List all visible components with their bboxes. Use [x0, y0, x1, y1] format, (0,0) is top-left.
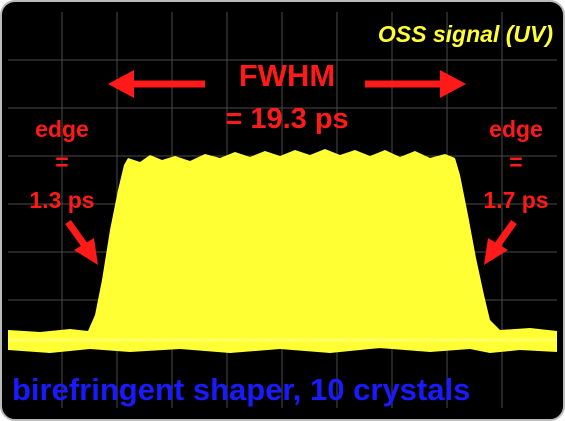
caption-text: birefringent shaper,: [12, 372, 301, 407]
right-edge-equals: =: [509, 149, 522, 175]
page: {"title": "OSS signal (UV)", "fwhm": {"l…: [0, 0, 565, 421]
caption-unit: crystals: [353, 372, 470, 407]
fwhm-value: = 19.3 ps: [225, 103, 348, 135]
left-edge-label: edge: [35, 116, 89, 142]
left-edge-value: 1.3 ps: [29, 187, 94, 213]
right-edge-label: edge: [489, 116, 543, 142]
left-edge-equals: =: [55, 149, 68, 175]
caption-count: 10: [310, 372, 344, 407]
caption: birefringent shaper, 10 crystals: [12, 372, 470, 407]
title: OSS signal (UV): [378, 21, 553, 47]
oscilloscope-screen: OSS signal (UV) FWHM = 19.3 ps edge = 1.…: [0, 0, 565, 421]
right-edge-value: 1.7 ps: [483, 187, 548, 213]
fwhm-label: FWHM: [239, 58, 335, 93]
